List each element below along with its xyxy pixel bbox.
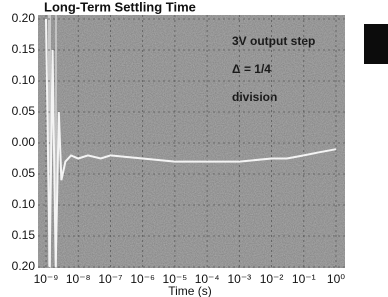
x-tick-label: 10⁻² xyxy=(260,272,284,286)
corner-block xyxy=(364,24,388,64)
y-tick-label: 0.20 xyxy=(12,11,36,25)
annotation: division xyxy=(232,90,277,104)
x-tick-label: 10⁰ xyxy=(327,272,345,286)
y-tick-label: 0.10 xyxy=(12,73,36,87)
x-tick-label: 10⁻⁶ xyxy=(130,272,155,286)
x-tick-label: 10⁻⁷ xyxy=(98,272,122,286)
y-tick-label: 0.15 xyxy=(12,228,36,242)
annotation: 3V output step xyxy=(232,34,315,48)
x-tick-label: 10⁻⁵ xyxy=(163,272,188,286)
plot-texture xyxy=(38,15,345,268)
y-tick-label: 0.15 xyxy=(12,42,36,56)
y-tick-label: 0.10 xyxy=(12,197,36,211)
x-tick-label: 10⁻³ xyxy=(227,272,251,286)
x-tick-label: 10⁻¹ xyxy=(292,272,316,286)
chart: Long-Term Settling Time 3V output step Δ… xyxy=(0,0,388,297)
x-tick-label: 10⁻⁸ xyxy=(66,272,91,286)
x-tick-label: 10⁻⁹ xyxy=(34,272,59,286)
y-tick-label: 0.00 xyxy=(12,135,36,149)
y-tick-label: 0.20 xyxy=(12,259,36,273)
x-tick-label: 10⁻⁴ xyxy=(195,272,220,286)
y-tick-label: 0.05 xyxy=(12,104,36,118)
chart-title: Long-Term Settling Time xyxy=(44,0,196,14)
y-tick-label: 0.05 xyxy=(12,166,36,180)
annotation: Δ = 1/4 xyxy=(232,62,271,76)
